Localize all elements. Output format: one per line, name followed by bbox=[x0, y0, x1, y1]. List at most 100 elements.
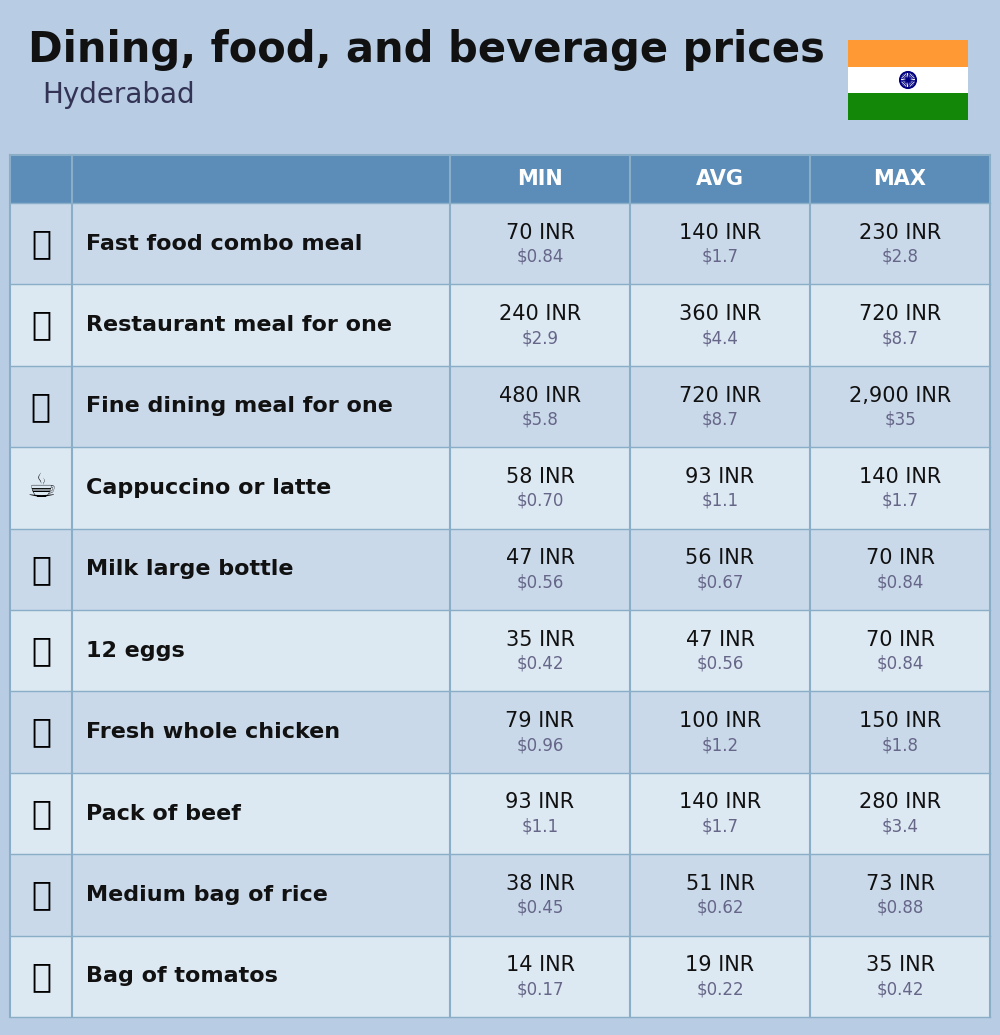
Text: 70 INR: 70 INR bbox=[506, 223, 574, 242]
Text: $0.67: $0.67 bbox=[696, 573, 744, 591]
Text: $0.62: $0.62 bbox=[696, 899, 744, 917]
Text: 240 INR: 240 INR bbox=[499, 304, 581, 324]
Text: 720 INR: 720 INR bbox=[859, 304, 941, 324]
Text: $8.7: $8.7 bbox=[882, 329, 918, 347]
Text: $8.7: $8.7 bbox=[702, 411, 738, 428]
Text: $1.1: $1.1 bbox=[521, 818, 559, 835]
Text: 56 INR: 56 INR bbox=[685, 549, 755, 568]
Bar bbox=[10, 155, 990, 203]
Bar bbox=[848, 66, 968, 93]
Text: $0.96: $0.96 bbox=[516, 736, 564, 755]
Text: Fast food combo meal: Fast food combo meal bbox=[86, 234, 362, 254]
Text: $0.84: $0.84 bbox=[876, 655, 924, 673]
Text: $0.17: $0.17 bbox=[516, 980, 564, 999]
Text: Bag of tomatos: Bag of tomatos bbox=[86, 967, 278, 986]
Text: 🍔: 🍔 bbox=[31, 228, 51, 260]
Text: 38 INR: 38 INR bbox=[506, 874, 574, 894]
Text: $0.56: $0.56 bbox=[696, 655, 744, 673]
Text: 79 INR: 79 INR bbox=[505, 711, 575, 731]
Text: 14 INR: 14 INR bbox=[506, 955, 574, 975]
Text: 12 eggs: 12 eggs bbox=[86, 641, 185, 660]
Text: 🍳: 🍳 bbox=[31, 308, 51, 342]
Text: 230 INR: 230 INR bbox=[859, 223, 941, 242]
Text: $0.22: $0.22 bbox=[696, 980, 744, 999]
Text: 47 INR: 47 INR bbox=[506, 549, 574, 568]
Text: Cappuccino or latte: Cappuccino or latte bbox=[86, 478, 331, 498]
Text: 🍚: 🍚 bbox=[31, 879, 51, 912]
Bar bbox=[10, 936, 990, 1017]
Text: 🍅: 🍅 bbox=[31, 959, 51, 993]
Bar bbox=[10, 365, 990, 447]
Text: Milk large bottle: Milk large bottle bbox=[86, 559, 294, 580]
Text: $1.1: $1.1 bbox=[701, 492, 739, 510]
Text: $2.8: $2.8 bbox=[882, 247, 918, 266]
Text: 🥛: 🥛 bbox=[31, 553, 51, 586]
Bar bbox=[848, 40, 968, 66]
Text: 720 INR: 720 INR bbox=[679, 385, 761, 406]
Bar bbox=[10, 447, 990, 529]
Circle shape bbox=[906, 79, 910, 82]
Text: MAX: MAX bbox=[874, 169, 926, 189]
Text: 100 INR: 100 INR bbox=[679, 711, 761, 731]
Text: 🐔: 🐔 bbox=[31, 715, 51, 748]
Text: AVG: AVG bbox=[696, 169, 744, 189]
Text: $4.4: $4.4 bbox=[702, 329, 738, 347]
Text: $3.4: $3.4 bbox=[882, 818, 918, 835]
Text: 58 INR: 58 INR bbox=[506, 467, 574, 486]
Text: $0.84: $0.84 bbox=[516, 247, 564, 266]
Text: 51 INR: 51 INR bbox=[686, 874, 755, 894]
Text: $0.84: $0.84 bbox=[876, 573, 924, 591]
Text: 140 INR: 140 INR bbox=[859, 467, 941, 486]
Text: $1.7: $1.7 bbox=[702, 247, 738, 266]
Text: 360 INR: 360 INR bbox=[679, 304, 761, 324]
Text: 2,900 INR: 2,900 INR bbox=[849, 385, 951, 406]
Text: Pack of beef: Pack of beef bbox=[86, 803, 241, 824]
Text: 140 INR: 140 INR bbox=[679, 223, 761, 242]
Text: 🍽️: 🍽️ bbox=[31, 390, 51, 423]
Text: Dining, food, and beverage prices: Dining, food, and beverage prices bbox=[28, 29, 825, 71]
Text: $1.8: $1.8 bbox=[882, 736, 918, 755]
Bar bbox=[10, 691, 990, 773]
Bar bbox=[10, 854, 990, 936]
Text: 93 INR: 93 INR bbox=[505, 793, 575, 812]
Bar bbox=[10, 285, 990, 365]
Text: 73 INR: 73 INR bbox=[866, 874, 934, 894]
Text: 70 INR: 70 INR bbox=[866, 629, 934, 650]
Text: ☕: ☕ bbox=[26, 471, 56, 504]
Text: $5.8: $5.8 bbox=[522, 411, 558, 428]
Text: $0.70: $0.70 bbox=[516, 492, 564, 510]
Text: Fresh whole chicken: Fresh whole chicken bbox=[86, 722, 340, 742]
Text: 19 INR: 19 INR bbox=[685, 955, 755, 975]
Text: MIN: MIN bbox=[517, 169, 563, 189]
Text: 480 INR: 480 INR bbox=[499, 385, 581, 406]
Text: 150 INR: 150 INR bbox=[859, 711, 941, 731]
Text: 🥩: 🥩 bbox=[31, 797, 51, 830]
Text: $2.9: $2.9 bbox=[522, 329, 558, 347]
Text: $0.56: $0.56 bbox=[516, 573, 564, 591]
Bar bbox=[10, 529, 990, 610]
Bar bbox=[10, 203, 990, 285]
Text: 140 INR: 140 INR bbox=[679, 793, 761, 812]
Text: Fine dining meal for one: Fine dining meal for one bbox=[86, 396, 393, 416]
Bar bbox=[10, 610, 990, 691]
Text: Restaurant meal for one: Restaurant meal for one bbox=[86, 315, 392, 335]
Text: $0.42: $0.42 bbox=[876, 980, 924, 999]
Text: 35 INR: 35 INR bbox=[866, 955, 934, 975]
Text: $1.7: $1.7 bbox=[702, 818, 738, 835]
Text: 35 INR: 35 INR bbox=[506, 629, 574, 650]
Text: Medium bag of rice: Medium bag of rice bbox=[86, 885, 328, 905]
Text: $1.2: $1.2 bbox=[701, 736, 739, 755]
Text: $0.88: $0.88 bbox=[876, 899, 924, 917]
Text: Hyderabad: Hyderabad bbox=[42, 81, 195, 109]
Text: 47 INR: 47 INR bbox=[686, 629, 755, 650]
Bar bbox=[0, 145, 1000, 155]
Text: $1.7: $1.7 bbox=[882, 492, 918, 510]
Text: 🥚: 🥚 bbox=[31, 634, 51, 668]
Text: $0.45: $0.45 bbox=[516, 899, 564, 917]
Text: $0.42: $0.42 bbox=[516, 655, 564, 673]
Text: $35: $35 bbox=[884, 411, 916, 428]
Text: 93 INR: 93 INR bbox=[685, 467, 755, 486]
Bar bbox=[10, 773, 990, 854]
Bar bbox=[848, 93, 968, 120]
Text: 280 INR: 280 INR bbox=[859, 793, 941, 812]
